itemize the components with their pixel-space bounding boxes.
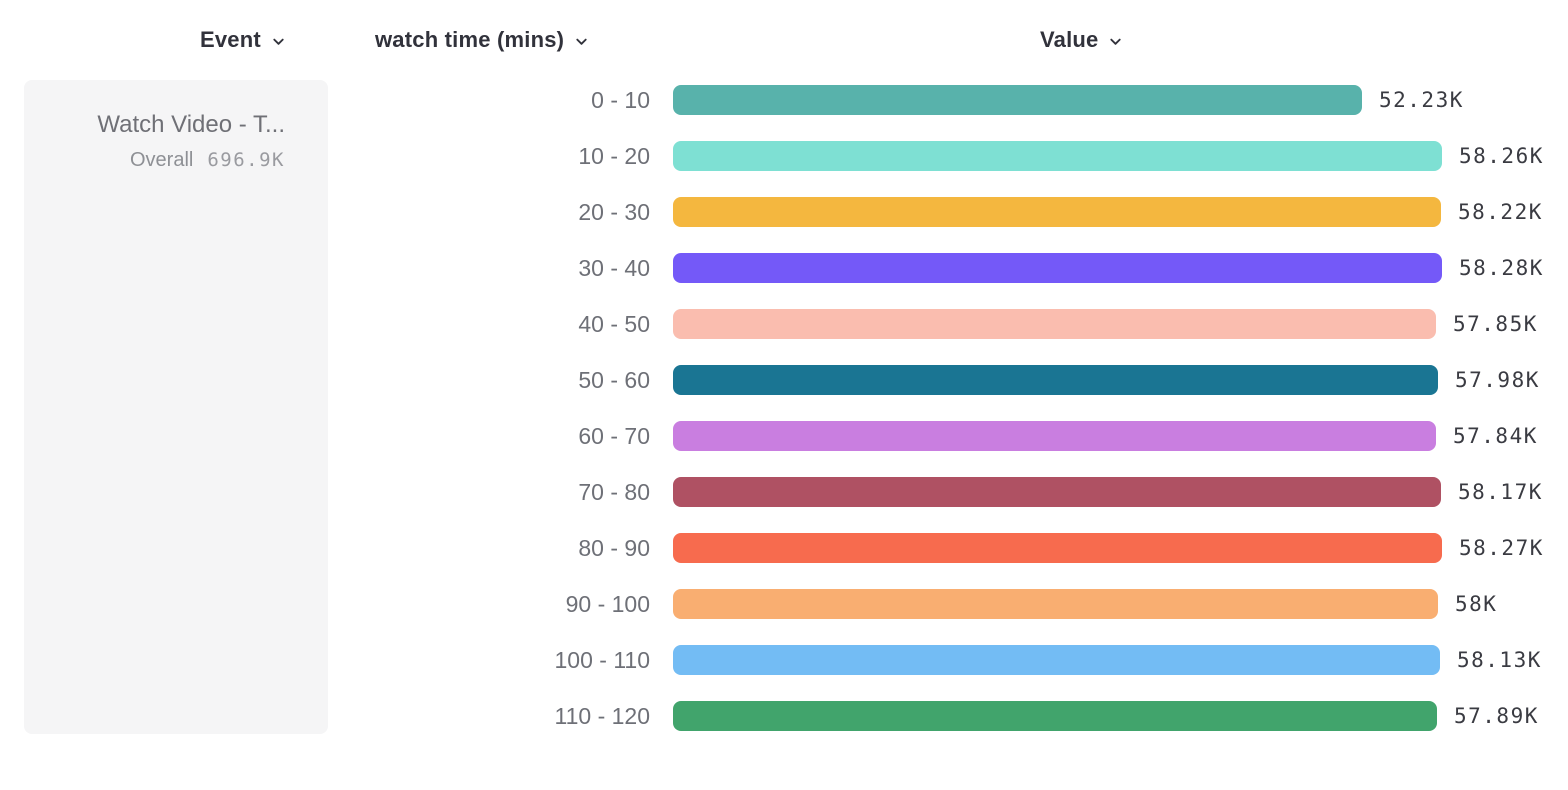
category-label: 100 - 110 bbox=[554, 646, 650, 673]
category-label: 80 - 90 bbox=[578, 534, 650, 561]
category-label: 0 - 10 bbox=[591, 86, 650, 113]
category-label: 50 - 60 bbox=[578, 366, 650, 393]
value-label: 58.22K bbox=[1458, 200, 1543, 224]
chart-row: 100 - 110 58.13K bbox=[0, 632, 1568, 688]
chart-row: 40 - 50 57.85K bbox=[0, 296, 1568, 352]
chart-row: 30 - 40 58.28K bbox=[0, 240, 1568, 296]
value-label: 57.98K bbox=[1455, 368, 1540, 392]
bar-segment[interactable] bbox=[673, 253, 1442, 283]
chart-row: 50 - 60 57.98K bbox=[0, 352, 1568, 408]
bar-segment[interactable] bbox=[673, 421, 1436, 451]
column-header-value-label: Value bbox=[1040, 27, 1099, 52]
column-header-breakdown[interactable]: watch time (mins) bbox=[375, 27, 589, 53]
chevron-down-icon bbox=[574, 34, 589, 49]
bar-segment[interactable] bbox=[673, 701, 1437, 731]
column-header-event-label: Event bbox=[200, 27, 261, 52]
bar-segment[interactable] bbox=[673, 589, 1438, 619]
overall-label: Overall bbox=[130, 149, 194, 171]
bar-segment[interactable] bbox=[673, 365, 1438, 395]
value-label: 58.27K bbox=[1459, 536, 1544, 560]
chart-row: 90 - 100 58K bbox=[0, 576, 1568, 632]
value-label: 57.89K bbox=[1454, 704, 1539, 728]
value-label: 57.85K bbox=[1453, 312, 1538, 336]
value-label: 58.28K bbox=[1459, 256, 1544, 280]
category-label: 30 - 40 bbox=[578, 254, 650, 281]
column-header-event[interactable]: Event bbox=[200, 27, 286, 53]
overall-value: 696.9K bbox=[207, 149, 285, 171]
value-label: 58.13K bbox=[1457, 648, 1542, 672]
value-label: 58K bbox=[1455, 592, 1498, 616]
bar-segment[interactable] bbox=[673, 533, 1442, 563]
bar-segment[interactable] bbox=[673, 141, 1442, 171]
bar-segment[interactable] bbox=[673, 85, 1362, 115]
chart-row: 70 - 80 58.17K bbox=[0, 464, 1568, 520]
category-label: 60 - 70 bbox=[578, 422, 650, 449]
column-header-value[interactable]: Value bbox=[1040, 27, 1123, 53]
chart-row: 10 - 20 58.26K bbox=[0, 128, 1568, 184]
chart-row: 110 - 120 57.89K bbox=[0, 688, 1568, 744]
value-label: 58.26K bbox=[1459, 144, 1544, 168]
category-label: 70 - 80 bbox=[578, 478, 650, 505]
chart-row: 80 - 90 58.27K bbox=[0, 520, 1568, 576]
value-label: 58.17K bbox=[1458, 480, 1543, 504]
category-label: 10 - 20 bbox=[578, 142, 650, 169]
value-label: 52.23K bbox=[1379, 88, 1464, 112]
chevron-down-icon bbox=[1108, 34, 1123, 49]
event-title: Watch Video - T... bbox=[97, 111, 285, 138]
bar-segment[interactable] bbox=[673, 309, 1436, 339]
bar-segment[interactable] bbox=[673, 477, 1441, 507]
bar-rows: 0 - 10 52.23K 10 - 20 58.26K 20 - 30 58.22K 30… bbox=[0, 72, 1568, 744]
category-label: 90 - 100 bbox=[565, 590, 650, 617]
bar-segment[interactable] bbox=[673, 645, 1440, 675]
category-label: 110 - 120 bbox=[554, 702, 650, 729]
value-label: 57.84K bbox=[1453, 424, 1538, 448]
chart-row: 60 - 70 57.84K bbox=[0, 408, 1568, 464]
chevron-down-icon bbox=[271, 34, 286, 49]
bar-segment[interactable] bbox=[673, 197, 1441, 227]
event-overall-row: Overall 696.9K bbox=[24, 149, 285, 172]
chart-row: 0 - 10 52.23K bbox=[0, 72, 1568, 128]
column-header-breakdown-label: watch time (mins) bbox=[375, 27, 565, 52]
event-card[interactable]: Watch Video - T... Overall 696.9K bbox=[24, 80, 328, 734]
category-label: 40 - 50 bbox=[578, 310, 650, 337]
category-label: 20 - 30 bbox=[578, 198, 650, 225]
chart-row: 20 - 30 58.22K bbox=[0, 184, 1568, 240]
